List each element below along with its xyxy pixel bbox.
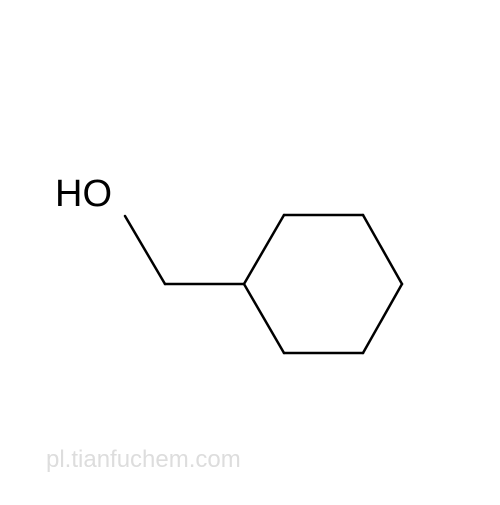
bond-line — [363, 215, 402, 284]
watermark-text: pl.tianfuchem.com — [46, 446, 241, 474]
hydroxyl-label: HO — [55, 173, 112, 216]
bonds-group — [125, 215, 402, 353]
molecule-diagram: HO pl.tianfuchem.com — [0, 0, 500, 500]
atom-text: HO — [55, 173, 112, 215]
watermark-content: pl.tianfuchem.com — [46, 446, 241, 473]
bond-line — [244, 215, 284, 284]
structure-svg — [0, 0, 500, 500]
bond-line — [244, 284, 284, 353]
bond-line — [125, 216, 165, 284]
bond-line — [363, 284, 402, 353]
